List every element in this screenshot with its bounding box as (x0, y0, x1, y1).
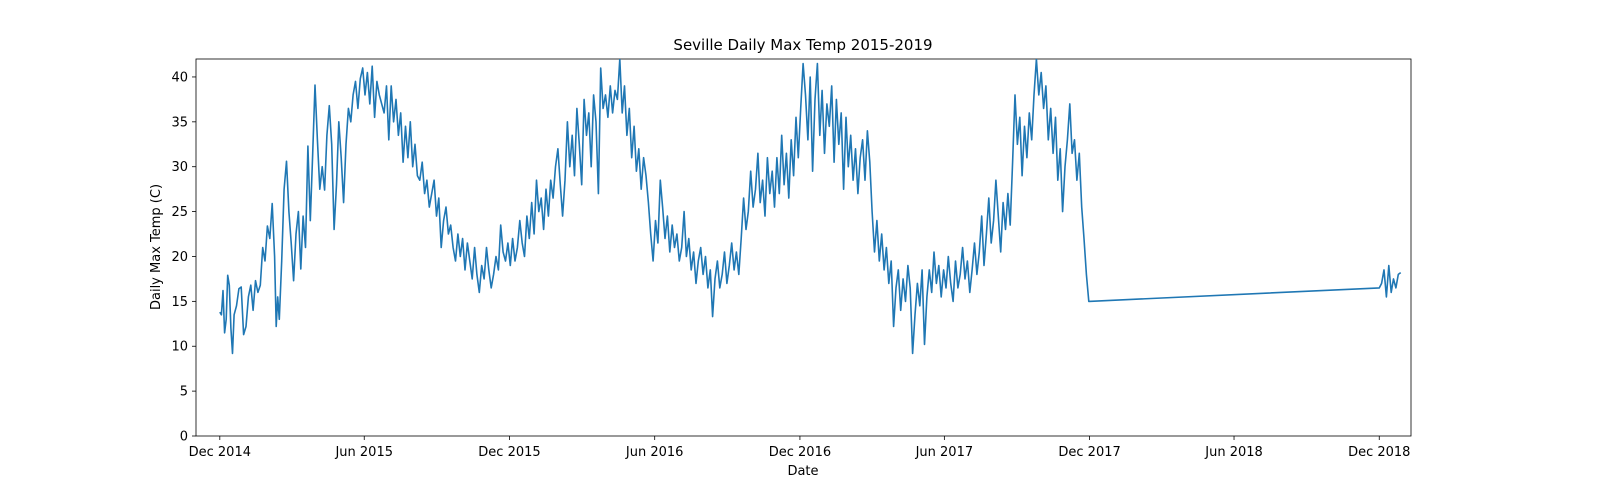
temperature-series-line (219, 59, 1402, 355)
y-tick-label: 10 (171, 340, 188, 355)
x-tick-label: Jun 2017 (915, 445, 974, 460)
y-tick-label: 25 (171, 205, 188, 220)
y-tick-label: 15 (171, 295, 188, 310)
x-tick-label: Jun 2018 (1204, 445, 1263, 460)
x-tick-label: Jun 2015 (334, 445, 393, 460)
x-tick-label: Dec 2018 (1348, 445, 1410, 460)
y-tick-label: 0 (180, 430, 188, 445)
x-tick-label: Dec 2014 (189, 445, 251, 460)
x-tick-label: Dec 2016 (769, 445, 831, 460)
x-tick-label: Dec 2015 (478, 445, 540, 460)
y-tick-label: 30 (171, 160, 188, 175)
x-tick-label: Jun 2016 (625, 445, 684, 460)
x-axis-label: Date (787, 464, 818, 479)
x-axis: Dec 2014 Jun 2015 Dec 2015 Jun 2016 Dec 2016… (189, 436, 1410, 460)
y-axis-label: Daily Max Temp (C) (149, 184, 164, 310)
series-layer (219, 59, 1402, 355)
chart-title: Seville Daily Max Temp 2015-2019 (673, 36, 932, 54)
plot-area-frame (195, 58, 1412, 437)
y-axis: 0 5 10 15 20 25 30 35 40 (171, 70, 196, 445)
y-tick-label: 35 (171, 115, 188, 130)
y-tick-label: 5 (180, 385, 188, 400)
x-tick-label: Dec 2017 (1058, 445, 1120, 460)
y-tick-label: 40 (171, 70, 188, 85)
y-tick-label: 20 (171, 250, 188, 265)
